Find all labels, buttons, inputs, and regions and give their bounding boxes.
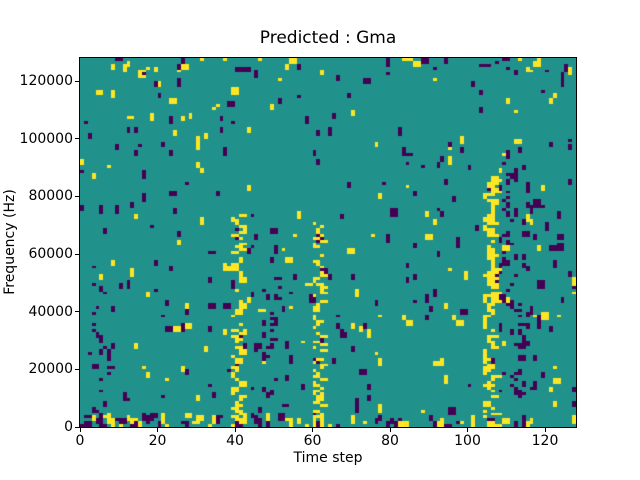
x-tick-label: 40 — [226, 433, 244, 449]
x-tick-label: 20 — [148, 433, 167, 449]
chart-title: Predicted : Gma — [259, 28, 397, 48]
x-tick-label: 120 — [531, 433, 559, 449]
x-tick-label: 80 — [381, 433, 399, 449]
plot-frame — [79, 57, 577, 428]
y-tick-label: 120000 — [19, 73, 73, 90]
y-tick-mark — [75, 426, 79, 428]
x-tick-mark — [544, 428, 546, 432]
x-tick-mark — [234, 428, 236, 432]
x-tick-mark — [157, 428, 158, 432]
y-tick-mark — [75, 80, 79, 82]
x-tick-mark — [79, 428, 81, 432]
x-tick-label: 100 — [454, 433, 481, 449]
heatmap-canvas — [80, 58, 576, 427]
x-tick-label: 60 — [303, 433, 322, 449]
y-tick-mark — [75, 368, 79, 370]
y-tick-label: 80000 — [28, 188, 73, 205]
x-tick-mark — [312, 428, 313, 432]
y-tick-mark — [75, 195, 79, 197]
y-tick-label: 40000 — [28, 303, 73, 320]
y-tick-mark — [75, 138, 79, 140]
y-tick-label: 60000 — [28, 246, 73, 263]
x-axis-label: Time step — [293, 450, 363, 466]
x-tick-mark — [389, 428, 391, 432]
x-tick-mark — [467, 428, 468, 432]
y-tick-label: 100000 — [19, 130, 73, 147]
y-tick-mark — [75, 311, 79, 313]
y-tick-label: 20000 — [28, 361, 73, 378]
y-axis-label: Frequency (Hz) — [2, 189, 18, 295]
y-tick-mark — [75, 253, 79, 255]
x-tick-label: 0 — [75, 433, 85, 449]
y-tick-label: 0 — [64, 419, 73, 435]
